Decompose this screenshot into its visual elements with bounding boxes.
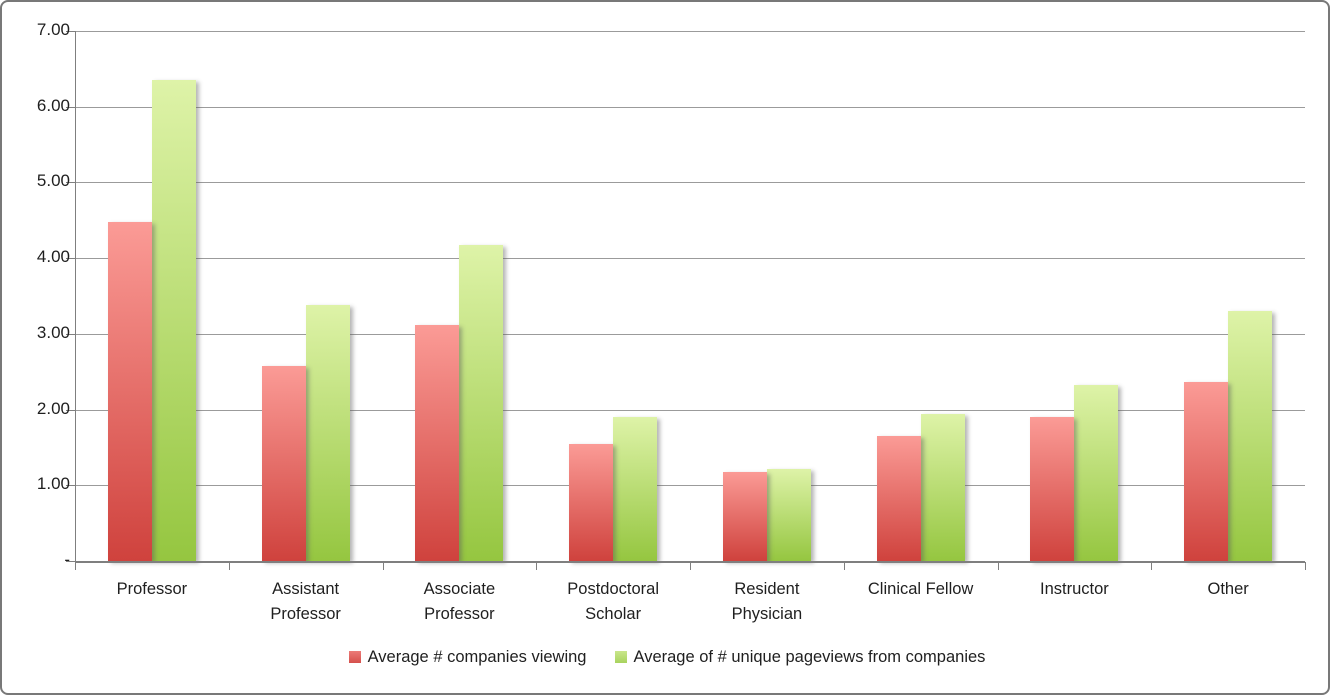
legend-swatch-green-icon <box>614 651 627 663</box>
bar-average-of-unique-pageviews-from-companies-assistant-professor <box>305 305 350 561</box>
y-axis-label: 1.00 <box>36 474 70 494</box>
gridline <box>75 333 1305 335</box>
x-axis-label-professor: Professor <box>116 580 188 598</box>
y-axis-label: 2.00 <box>36 398 70 418</box>
x-axis-tick <box>997 562 999 570</box>
x-axis-label-clinical-fellow: Clinical Fellow <box>867 580 974 598</box>
x-axis-tick <box>536 562 538 570</box>
x-axis-tick <box>1305 562 1306 570</box>
gridline <box>75 182 1305 184</box>
bar-average-of-unique-pageviews-from-companies-instructor <box>1074 385 1119 561</box>
x-axis-tick <box>1151 562 1153 570</box>
x-axis-tick <box>382 562 384 570</box>
bar-average-companies-viewing-other <box>1184 382 1229 561</box>
x-axis-label-other: Other <box>1207 580 1249 598</box>
y-axis-tick <box>66 106 75 108</box>
x-axis-tick <box>843 562 845 570</box>
x-axis-tick <box>228 562 230 570</box>
gridline <box>75 106 1305 108</box>
y-axis-line <box>75 31 76 561</box>
bar-average-of-unique-pageviews-from-companies-resident-physician <box>766 469 811 561</box>
y-axis-label: 7.00 <box>36 20 70 39</box>
bar-average-companies-viewing-clinical-fellow <box>876 436 921 561</box>
bar-average-of-unique-pageviews-from-companies-clinical-fellow <box>920 414 965 561</box>
x-axis-tick <box>75 562 76 570</box>
bar-average-of-unique-pageviews-from-companies-professor <box>151 80 196 561</box>
x-axis-label-associate-professor: Associate Professor <box>423 580 496 623</box>
chart-legend: Average # companies viewing Average of #… <box>0 644 1334 670</box>
bar-average-of-unique-pageviews-from-companies-associate-professor <box>459 245 504 561</box>
bar-average-companies-viewing-associate-professor <box>415 325 460 561</box>
gridline <box>75 258 1305 260</box>
y-axis-tick <box>66 31 75 32</box>
y-axis-label: 6.00 <box>36 95 70 115</box>
gridline <box>75 409 1305 411</box>
x-axis-label-assistant-professor: Assistant Professor <box>270 580 341 623</box>
bar-average-of-unique-pageviews-from-companies-other <box>1228 311 1273 561</box>
y-axis-tick <box>66 561 75 562</box>
x-axis-line <box>75 561 1305 563</box>
x-axis-label-instructor: Instructor <box>1039 580 1109 598</box>
bar-average-companies-viewing-professor <box>107 222 152 561</box>
bar-average-companies-viewing-instructor <box>1030 417 1075 561</box>
bar-average-of-unique-pageviews-from-companies-postdoctoral-scholar <box>613 417 658 561</box>
y-axis-tick <box>66 485 75 487</box>
y-axis-tick <box>66 409 75 411</box>
y-axis-tick <box>66 258 75 260</box>
y-axis-tick <box>66 182 75 184</box>
x-axis-label-resident-physician: Resident Physician <box>731 580 803 623</box>
x-axis-label-postdoctoral-scholar: Postdoctoral Scholar <box>567 580 659 623</box>
y-axis-label: 5.00 <box>36 171 70 191</box>
bar-average-companies-viewing-resident-physician <box>722 472 767 561</box>
y-axis-tick <box>66 333 75 335</box>
x-axis-tick <box>690 562 691 570</box>
legend-label-companies-viewing: Average # companies viewing <box>367 647 587 666</box>
bar-average-companies-viewing-postdoctoral-scholar <box>569 444 614 561</box>
legend-label-unique-pageviews: Average of # unique pageviews from compa… <box>633 647 986 666</box>
gridline <box>75 31 1305 32</box>
legend-item-companies-viewing: Average # companies viewing <box>348 647 587 667</box>
legend-swatch-red-icon <box>348 651 361 663</box>
gridline <box>75 485 1305 487</box>
bar-average-companies-viewing-assistant-professor <box>261 366 306 561</box>
y-axis-label: - <box>64 550 70 569</box>
legend-item-unique-pageviews: Average of # unique pageviews from compa… <box>614 647 986 667</box>
y-axis-label: 3.00 <box>36 322 70 342</box>
y-axis-label: 4.00 <box>36 247 70 267</box>
